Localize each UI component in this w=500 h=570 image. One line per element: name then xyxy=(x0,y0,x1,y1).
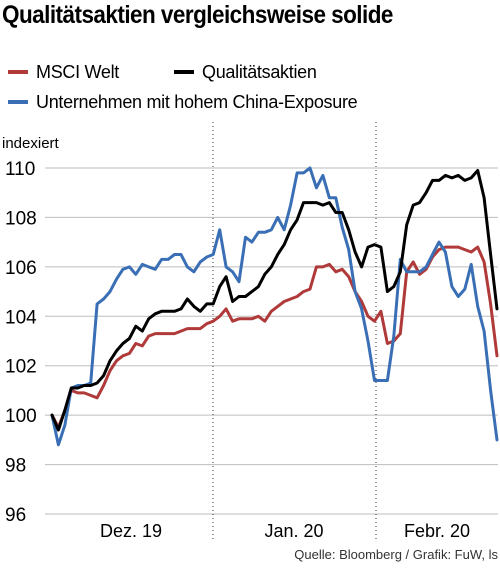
source-note: Quelle: Bloomberg / Grafik: FuW, ls xyxy=(294,547,498,562)
y-tick-label: 96 xyxy=(5,505,26,526)
x-tick-label: Febr. 20 xyxy=(404,521,470,541)
series-line-unternehmen-mit-hohem-china-exposure xyxy=(50,166,499,447)
y-tick-label: 110 xyxy=(5,159,35,180)
y-tick-label: 98 xyxy=(5,456,26,477)
legend-swatch-china-exposure xyxy=(8,100,28,104)
legend-label-china-exposure: Unternehmen mit hohem China-Exposure xyxy=(36,91,358,112)
x-tick-label: Jan. 20 xyxy=(264,521,323,541)
legend-item-china-exposure: Unternehmen mit hohem China-Exposure xyxy=(8,90,358,114)
series-line-qualit-tsaktien xyxy=(50,169,499,432)
legend-swatch-msci-welt xyxy=(8,70,28,74)
legend-swatch-qualitaetsaktien xyxy=(174,70,194,74)
y-tick-label: 102 xyxy=(5,357,37,378)
x-tick-label: Dez. 19 xyxy=(100,521,162,541)
y-tick-label: 106 xyxy=(5,258,37,279)
y-tick-label: 100 xyxy=(5,406,37,427)
y-axis-label: indexiert xyxy=(2,135,60,152)
legend-item-msci-welt: MSCI Welt xyxy=(8,60,119,84)
legend-item-qualitaetsaktien: Qualitätsaktien xyxy=(174,60,317,84)
chart-title: Qualitätsaktien vergleichsweise solide xyxy=(2,1,393,29)
y-tick-label: 108 xyxy=(5,208,37,229)
legend-label-msci-welt: MSCI Welt xyxy=(36,61,119,82)
series-line-msci-welt xyxy=(50,245,499,429)
legend-label-qualitaetsaktien: Qualitätsaktien xyxy=(202,61,317,82)
y-tick-label: 104 xyxy=(5,307,37,328)
